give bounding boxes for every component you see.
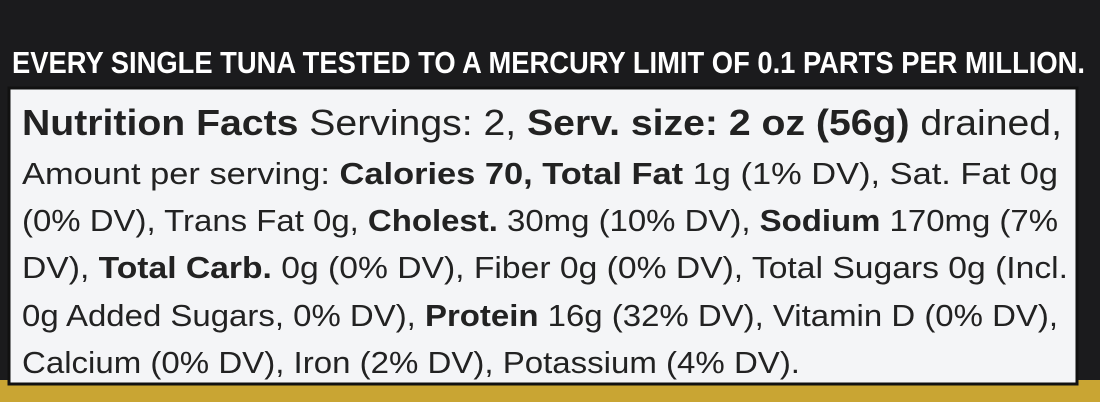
text: 170mg (7% [880, 203, 1058, 238]
bold-text: Total Carb. [99, 250, 272, 285]
nutrition-line: Nutrition Facts Servings: 2, Serv. size:… [22, 102, 1062, 143]
text: 16g (32% DV), Vitamin D (0% DV), [539, 298, 1058, 333]
text: Amount per serving: [22, 156, 340, 191]
bold-text: Serv. size: 2 oz (56g) [527, 102, 909, 143]
text: Calcium (0% DV), Iron (2% DV), Potassium… [22, 345, 800, 380]
bold-text: Cholest. [368, 203, 498, 238]
text: 30mg (10% DV), [498, 203, 760, 238]
bold-text: Nutrition Facts [22, 102, 298, 143]
nutrition-line: Amount per serving: Calories 70, Total F… [22, 156, 1058, 191]
text: 0g (0% DV), Fiber 0g (0% DV), Total Suga… [272, 250, 1068, 285]
text: Servings: 2, [298, 102, 527, 143]
nutrition-line: 0g Added Sugars, 0% DV), Protein 16g (32… [22, 298, 1058, 333]
text: 1g (1% DV), Sat. Fat 0g [683, 156, 1058, 191]
text: DV), [22, 250, 99, 285]
text: drained, [910, 102, 1062, 143]
nutrition-line: (0% DV), Trans Fat 0g, Cholest. 30mg (10… [22, 203, 1058, 238]
nutrition-line: Calcium (0% DV), Iron (2% DV), Potassium… [22, 345, 800, 380]
nutrition-line: DV), Total Carb. 0g (0% DV), Fiber 0g (0… [22, 250, 1068, 285]
text: (0% DV), Trans Fat 0g, [22, 203, 368, 238]
text: 0g Added Sugars, 0% DV), [22, 298, 425, 333]
bold-text: Calories 70, Total Fat [340, 156, 684, 191]
banner-text: EVERY SINGLE TUNA TESTED TO A MERCURY LI… [12, 45, 1085, 80]
nutrition-text: Nutrition Facts Servings: 2, Serv. size:… [22, 102, 1068, 380]
bold-text: Sodium [760, 203, 881, 238]
nutrition-box [7, 86, 1079, 386]
bold-text: Protein [425, 298, 539, 333]
